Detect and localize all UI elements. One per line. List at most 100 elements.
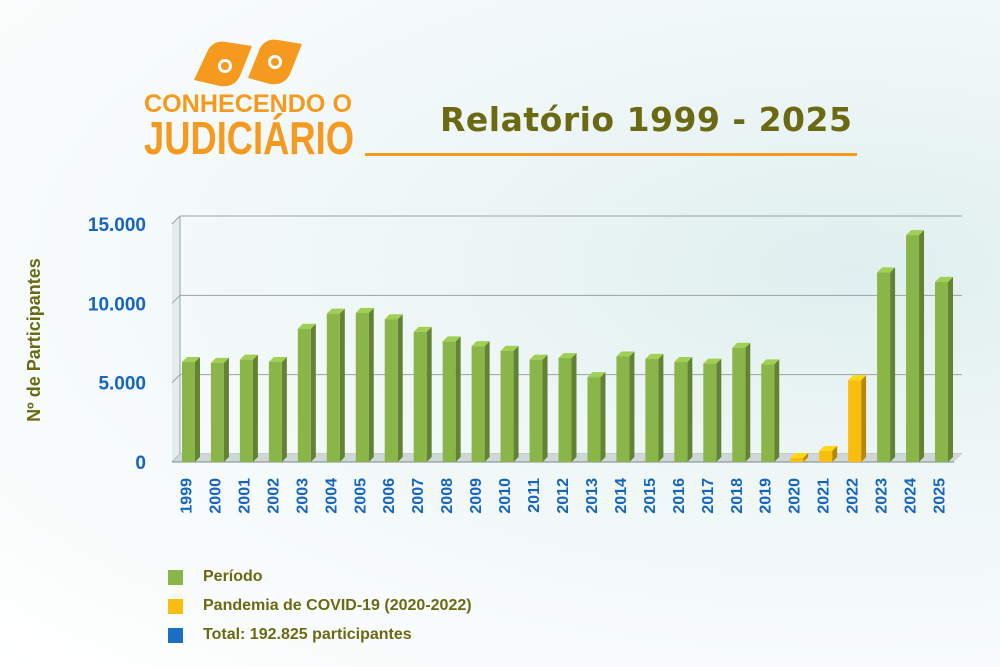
bar-2024 [906, 230, 925, 462]
bar-front [616, 356, 630, 462]
bar-top [181, 357, 200, 363]
bar-side [919, 230, 925, 462]
report-title: Relatório 1999 - 2025 [440, 100, 853, 139]
y-axis-ticks: 0 5.000 10.000 15.000 [88, 215, 146, 474]
x-tick-label: 2012 [555, 478, 572, 514]
bar-front [587, 377, 601, 462]
bar-side [832, 445, 838, 462]
bar-2007 [413, 326, 432, 462]
bar-side [223, 357, 229, 462]
x-tick-label: 2003 [294, 478, 311, 514]
legend-label-total: Total: 192.825 participantes [203, 626, 412, 643]
x-tick-label: 2016 [671, 478, 688, 514]
bar-front [877, 272, 891, 462]
bar-top [355, 307, 374, 313]
bar-2014 [616, 351, 635, 462]
bar-top [413, 326, 432, 332]
bar-side [252, 354, 258, 462]
bar-side [571, 353, 577, 462]
x-tick-label: 2008 [439, 478, 456, 514]
y-tick-label: 0 [135, 453, 146, 474]
bar-2021 [819, 445, 838, 462]
bar-top [239, 354, 258, 360]
bar-2025 [935, 276, 954, 462]
x-tick-label: 1999 [178, 478, 195, 514]
legend-item-total: Total: 192.825 participantes [168, 625, 412, 645]
bar-2003 [297, 323, 316, 462]
bar-top [819, 445, 838, 451]
x-tick-label: 2006 [381, 478, 398, 514]
bar-front [297, 328, 311, 462]
bar-side [774, 359, 780, 462]
grid-line [171, 215, 962, 225]
bar-top [616, 351, 635, 357]
bar-2019 [761, 359, 780, 462]
y-tick-label: 15.000 [88, 215, 146, 236]
x-tick-label: 2024 [903, 478, 920, 514]
bar-top [790, 453, 809, 459]
bar-front [471, 346, 485, 462]
bar-2006 [384, 314, 403, 462]
grid-line [171, 294, 962, 304]
x-axis-ticks: 1999 2000 2001 2002 2003 2004 2005 2006 2007 2008… [178, 478, 948, 514]
chart-side-wall [172, 216, 180, 462]
x-tick-label: 2025 [932, 478, 949, 514]
bar-side [513, 345, 519, 462]
bars [181, 230, 954, 462]
logo-symbol-icon [194, 39, 302, 87]
bar-front [210, 362, 224, 462]
legend-swatch-covid [168, 598, 183, 614]
bar-2010 [500, 345, 519, 462]
bar-2015 [645, 353, 664, 462]
bar-side [658, 353, 664, 462]
x-tick-label: 2020 [787, 478, 804, 514]
logo-line1: CONHECENDO O [144, 90, 352, 118]
x-tick-label: 2013 [584, 478, 601, 514]
bar-front [819, 450, 833, 462]
bar-2001 [239, 354, 258, 462]
bar-side [745, 342, 751, 462]
bar-side [803, 453, 809, 462]
bar-front [935, 281, 949, 462]
bar-front [500, 350, 514, 462]
bar-2009 [471, 341, 490, 462]
bar-top [877, 267, 896, 273]
bar-front [529, 359, 543, 462]
bar-side [542, 354, 548, 462]
bar-front [239, 359, 253, 462]
y-tick-label: 5.000 [98, 374, 146, 395]
bar-front [413, 331, 427, 462]
bar-2016 [674, 357, 693, 462]
bar-top [674, 357, 693, 363]
bar-front [442, 341, 456, 462]
legend-label-periodo: Período [203, 568, 263, 585]
bar-2023 [877, 267, 896, 462]
bar-side [339, 308, 345, 462]
bar-side [455, 336, 461, 462]
bar-2013 [587, 372, 606, 462]
title-underline [365, 153, 857, 156]
bar-1999 [181, 357, 200, 462]
bar-top [848, 375, 867, 381]
x-tick-label: 2010 [497, 478, 514, 514]
bar-2005 [355, 307, 374, 462]
x-tick-label: 2018 [729, 478, 746, 514]
bar-side [600, 372, 606, 462]
bar-2011 [529, 354, 548, 462]
bar-2017 [703, 358, 722, 462]
x-tick-label: 2023 [874, 478, 891, 514]
x-tick-label: 2001 [236, 478, 253, 514]
y-tick-label: 10.000 [88, 294, 146, 315]
legend-label-covid: Pandemia de COVID-19 (2020-2022) [203, 597, 472, 614]
bar-2022 [848, 375, 867, 462]
x-tick-label: 2014 [613, 478, 630, 514]
x-tick-label: 2017 [700, 478, 717, 514]
bar-top [935, 276, 954, 282]
bar-top [906, 230, 925, 236]
bar-side [426, 326, 432, 462]
conhecendo-o-judiciario-logo: CONHECENDO O JUDICIÁRIO [144, 39, 354, 160]
bar-top [326, 308, 345, 314]
x-tick-label: 2005 [352, 478, 369, 514]
bar-front [790, 458, 804, 462]
x-tick-label: 2015 [642, 478, 659, 514]
